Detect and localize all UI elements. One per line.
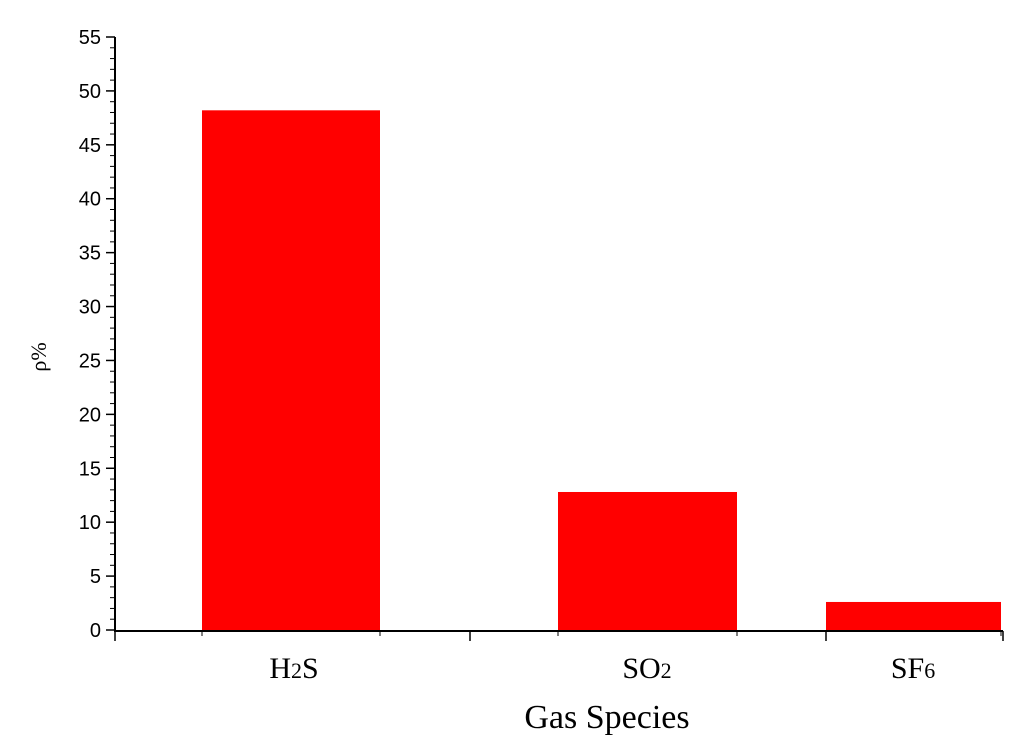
y-tick-label: 10 [79, 512, 101, 534]
y-axis-title: ρ% [26, 342, 51, 371]
y-tick-label: 25 [79, 350, 101, 372]
y-tick-label: 20 [79, 404, 101, 426]
y-tick-label: 50 [79, 81, 101, 103]
y-tick-label: 5 [90, 566, 101, 588]
x-category-label: SF6 [891, 652, 935, 685]
axes [114, 37, 1004, 641]
y-tick-label: 15 [79, 458, 101, 480]
y-ticks: 0 5 10 15 20 25 30 35 40 45 50 55 [79, 27, 115, 642]
y-tick-label: 45 [79, 135, 101, 157]
bar-so2 [558, 491, 737, 630]
y-tick-label: 30 [79, 297, 101, 319]
x-category-labels: H2S SO2 SF6 [269, 652, 935, 685]
x-category-label: SO2 [622, 652, 671, 685]
bar-sf6 [826, 601, 1001, 630]
bars [202, 110, 1001, 631]
x-category-label: H2S [269, 652, 318, 685]
y-tick-label: 55 [79, 27, 101, 49]
bar-h2s [202, 110, 380, 631]
y-tick-label: 40 [79, 189, 101, 211]
y-tick-label: 0 [90, 620, 101, 642]
x-axis-title: Gas Species [524, 699, 689, 736]
y-tick-label: 35 [79, 243, 101, 265]
